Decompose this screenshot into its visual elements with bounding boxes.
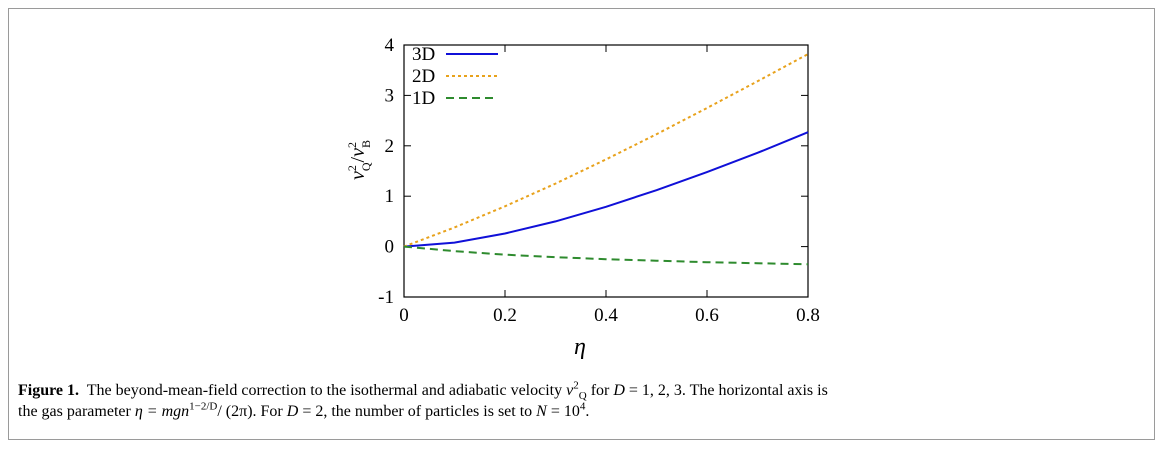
- chart-series: [403, 53, 809, 266]
- x-tick-label: 0.6: [695, 305, 719, 326]
- caption-d-value: = 2, the number of particles is set to: [302, 403, 533, 420]
- x-tick-label: 0.8: [796, 305, 820, 326]
- svg-text:v2Q/v2B: v2Q/v2B: [345, 140, 373, 180]
- figure-label: Figure 1.: [18, 382, 80, 399]
- caption-v-sub: Q: [578, 390, 587, 403]
- caption-symbol-n: N: [536, 403, 547, 420]
- x-tick-label: 0.4: [594, 305, 618, 326]
- series-line-3d: [403, 131, 809, 248]
- caption-end: .: [585, 403, 590, 420]
- y-tick-label: 4: [385, 35, 395, 56]
- caption-text-1a: The beyond-mean-field correction to the …: [86, 382, 563, 399]
- y-tick-label: 2: [385, 136, 395, 157]
- caption-n-value: = 10: [550, 403, 580, 420]
- caption-denominator: / (2π). For: [217, 403, 283, 420]
- caption-line-2: the gas parameter η = mgn1−2/D/ (2π). Fo…: [18, 401, 1138, 422]
- caption-symbol-d2: D: [286, 403, 299, 420]
- y-tick-label: 3: [385, 85, 395, 106]
- caption-symbol-v: v: [566, 382, 574, 399]
- figure-frame: [8, 8, 1155, 440]
- y-tick-label: 1: [385, 186, 395, 207]
- y-tick-label: -1: [378, 287, 394, 308]
- legend-label-2d: 2D: [412, 66, 435, 87]
- x-tick-label: 0: [399, 305, 409, 326]
- legend-label-1d: 1D: [412, 88, 435, 109]
- figure-caption: Figure 1. The beyond-mean-field correcti…: [18, 380, 1138, 422]
- caption-dims: = 1, 2, 3. The horizontal axis is: [628, 382, 828, 399]
- caption-symbol-d: D: [613, 382, 625, 399]
- x-tick-label: 0.2: [493, 305, 517, 326]
- caption-text-2a: the gas parameter: [18, 403, 131, 420]
- caption-line-1: Figure 1. The beyond-mean-field correcti…: [18, 379, 1138, 403]
- y-axis-label: v2Q/v2B: [345, 140, 373, 180]
- caption-eta-eq: η = mgn: [134, 403, 190, 420]
- caption-n-exponent: 4: [579, 400, 586, 413]
- series-line-1d: [403, 245, 809, 266]
- caption-v-sup: 2: [573, 379, 579, 392]
- caption-text-1b: for: [590, 382, 610, 399]
- x-axis-label: η: [574, 334, 586, 360]
- y-tick-label: 0: [385, 237, 395, 258]
- caption-exponent: 1−2/D: [189, 400, 218, 413]
- series-line-2d: [403, 53, 809, 248]
- legend-label-3d: 3D: [412, 44, 435, 65]
